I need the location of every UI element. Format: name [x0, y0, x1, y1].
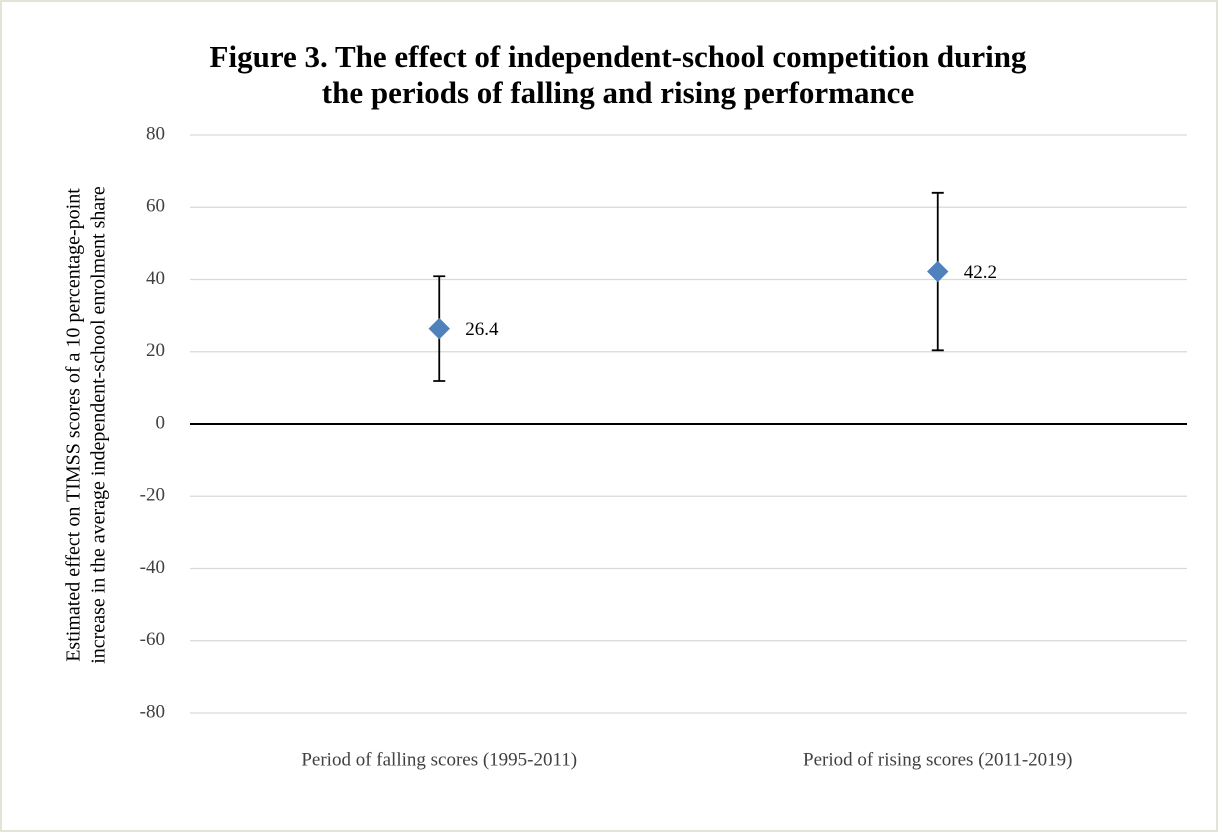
y-axis-title-line: increase in the average independent-scho… [88, 186, 110, 664]
marker [428, 317, 450, 340]
y-tick-label: -60 [140, 629, 165, 650]
chart-title: Figure 3. The effect of independent-scho… [210, 39, 1027, 74]
data-label: 42.2 [964, 262, 997, 283]
y-axis-title: Estimated effect on TIMSS scores of a 10… [63, 186, 110, 664]
y-tick-label: -40 [140, 557, 165, 578]
y-tick-label: -20 [140, 485, 165, 506]
y-tick-label: 60 [146, 196, 165, 217]
y-tick-label: 40 [146, 268, 165, 289]
marker [927, 260, 949, 283]
data-label: 26.4 [465, 319, 499, 340]
x-tick-label: Period of rising scores (2011-2019) [803, 749, 1072, 770]
y-axis-title-line: Estimated effect on TIMSS scores of a 10… [63, 188, 85, 662]
chart-title: the periods of falling and rising perfor… [322, 75, 914, 110]
y-tick-label: -80 [140, 701, 165, 722]
y-tick-label: 0 [156, 412, 166, 433]
y-tick-label: 80 [146, 123, 165, 144]
x-tick-label: Period of falling scores (1995-2011) [301, 749, 577, 770]
y-tick-label: 20 [146, 340, 165, 361]
